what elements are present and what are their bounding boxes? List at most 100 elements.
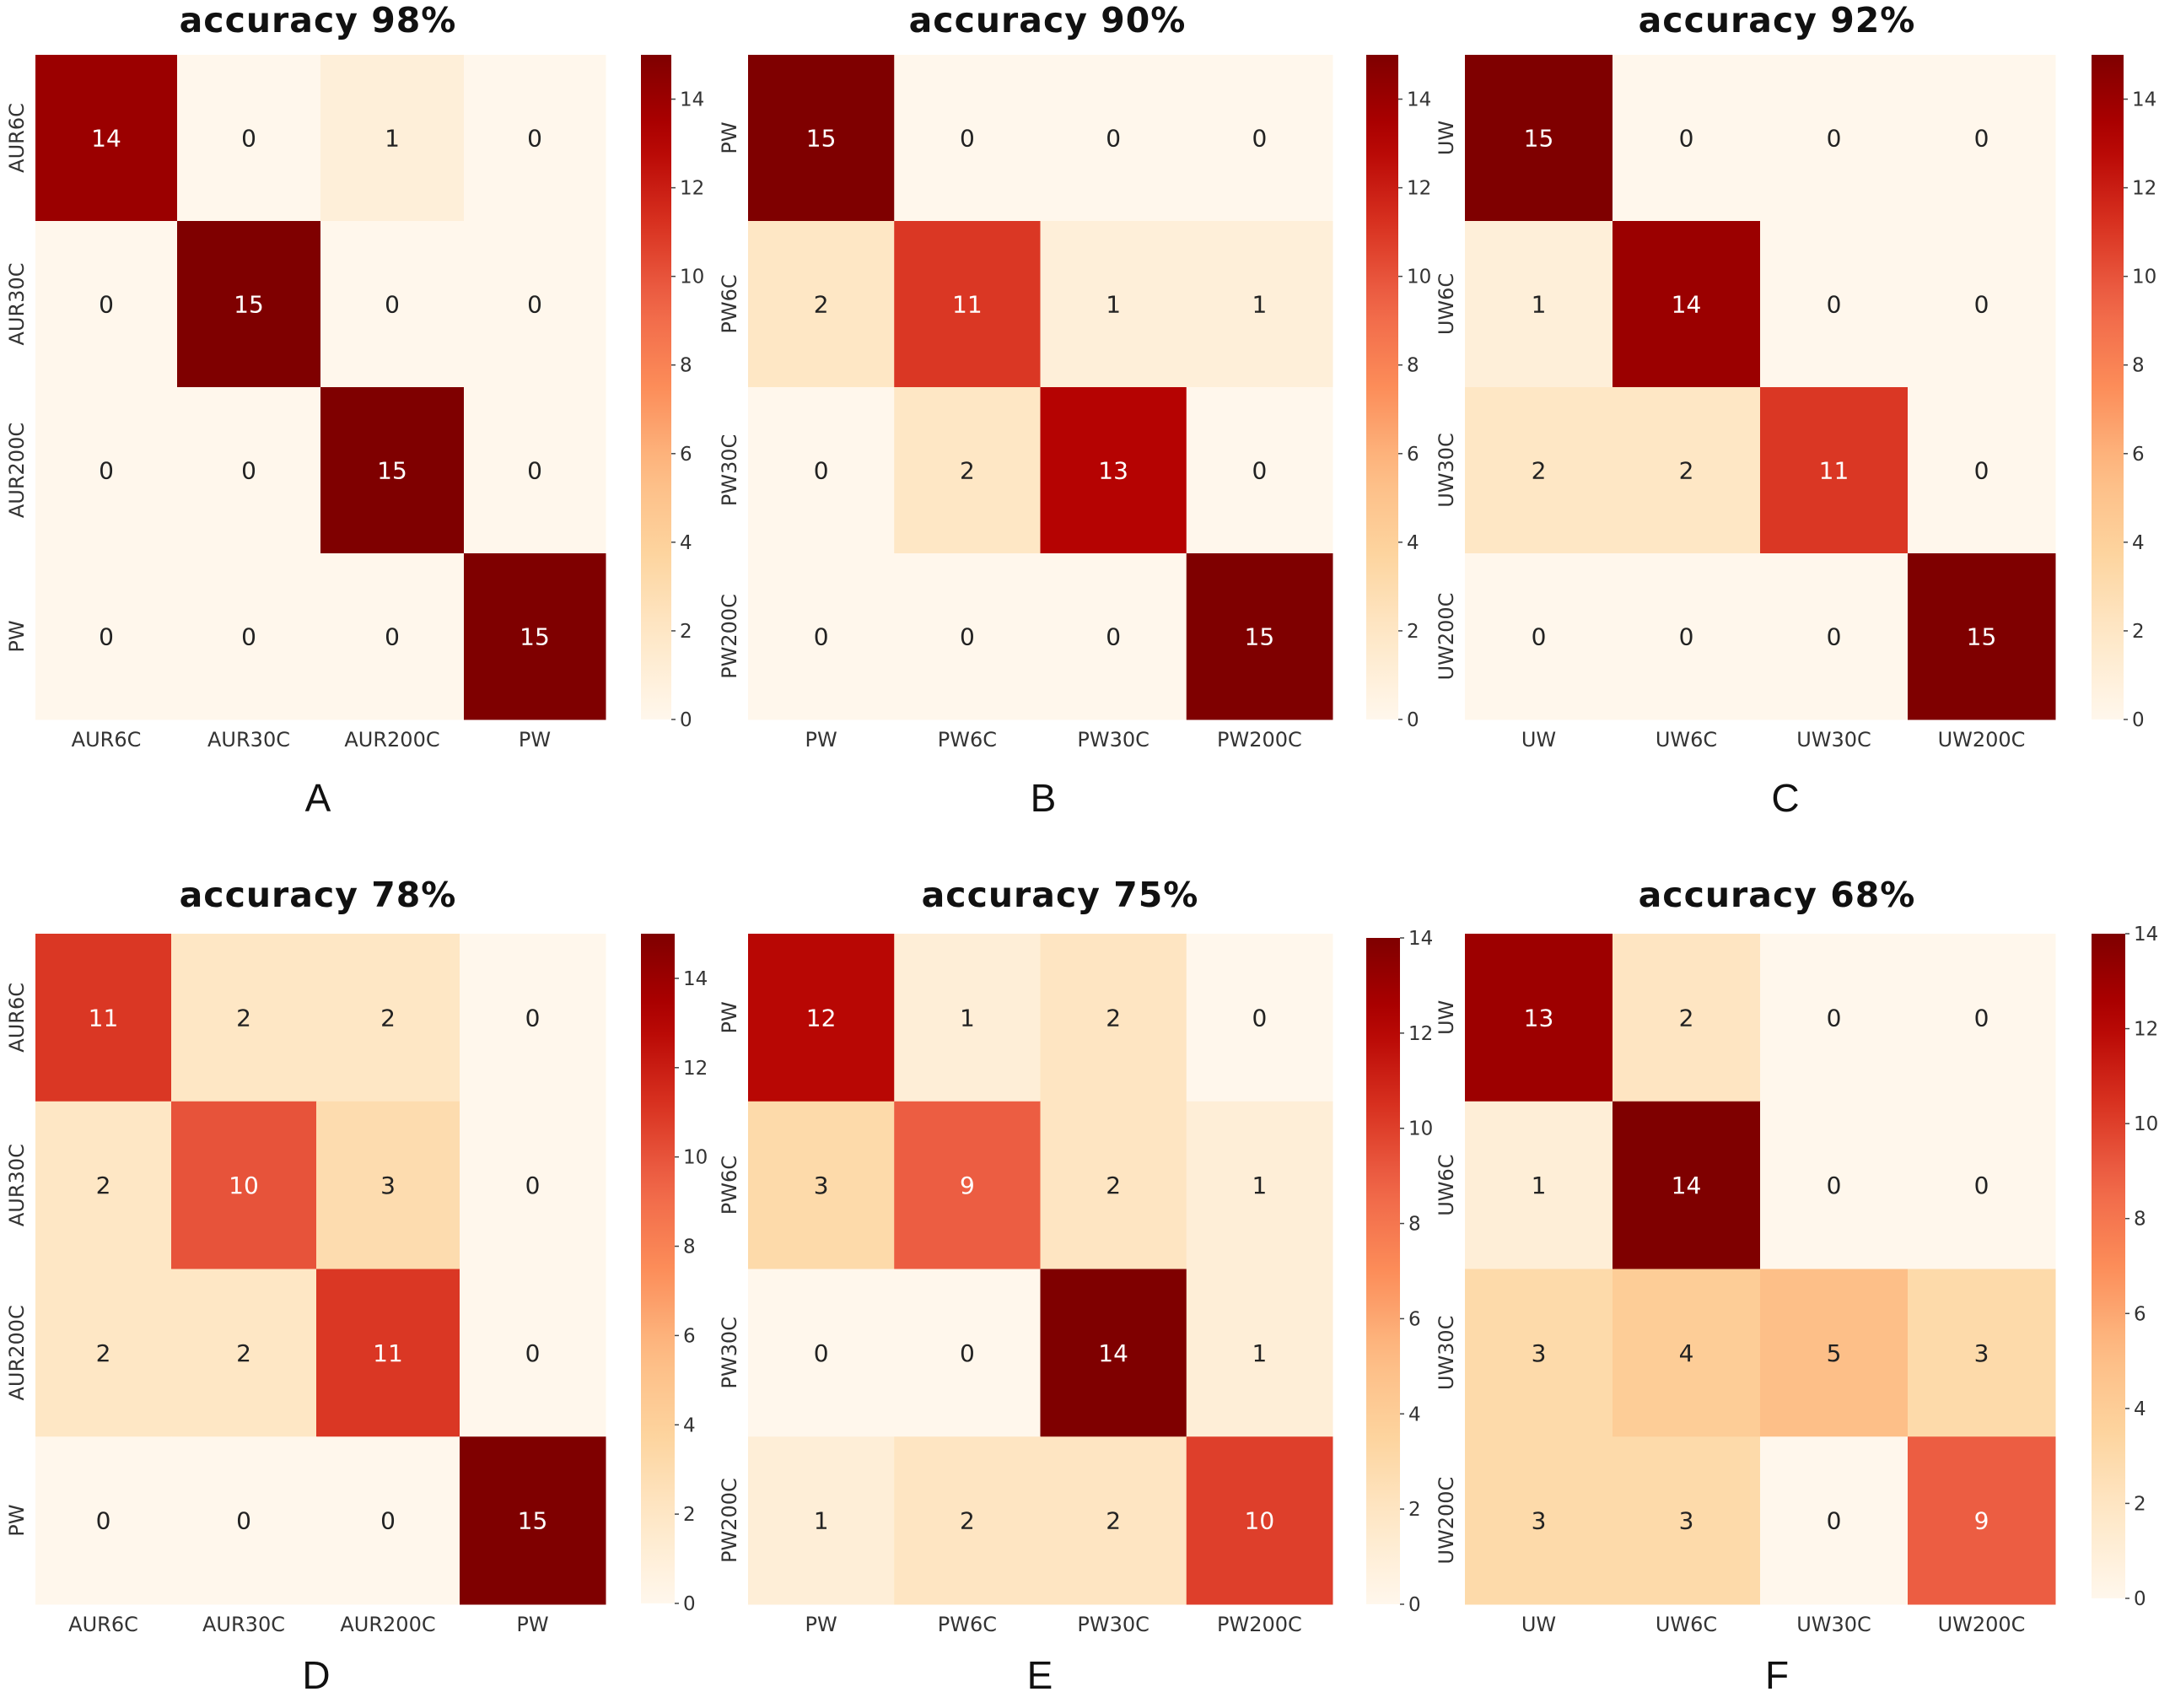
- cell-value-label: 3: [1532, 1507, 1547, 1535]
- cell-value-label: 14: [91, 125, 121, 153]
- x-tick-label: AUR30C: [202, 1613, 285, 1636]
- y-tick-label: PW: [5, 1505, 29, 1537]
- heatmap-cell: [1760, 221, 1909, 388]
- heatmap-cell: [1040, 55, 1187, 222]
- cell-value-label: 0: [99, 291, 114, 319]
- cell-value-label: 13: [1098, 457, 1128, 485]
- x-tick-label: AUR200C: [340, 1613, 435, 1636]
- colorbar-tick-label: 6: [2134, 1303, 2146, 1325]
- cell-value-label: 1: [1106, 291, 1121, 319]
- colorbar-tick-label: 14: [1407, 89, 1431, 111]
- heatmap-cell: [894, 934, 1041, 1102]
- cell-value-label: 2: [1106, 1507, 1121, 1535]
- y-tick-label: PW: [718, 1001, 741, 1033]
- cell-value-label: 2: [236, 1004, 251, 1032]
- heatmap-cell: [1613, 387, 1761, 554]
- y-tick-label: UW200C: [1435, 593, 1458, 681]
- cell-value-label: 11: [952, 291, 983, 319]
- cell-value-label: 1: [1532, 1172, 1547, 1199]
- panel-title: accuracy 75%: [922, 875, 1199, 915]
- heatmap-cell: [894, 1101, 1041, 1269]
- colorbar-tick-label: 0: [2132, 709, 2145, 731]
- cell-value-label: 0: [385, 623, 400, 651]
- cell-value-label: 1: [1252, 1172, 1267, 1199]
- y-tick-label: AUR200C: [5, 1305, 29, 1400]
- panel-letter: B: [1031, 776, 1057, 820]
- heatmap-cell: [1465, 1436, 1613, 1605]
- cell-value-label: 11: [373, 1339, 403, 1367]
- cell-value-label: 0: [1532, 623, 1547, 651]
- heatmap-cell: [177, 387, 321, 554]
- cell-value-label: 2: [96, 1339, 111, 1367]
- cell-value-label: 0: [241, 457, 256, 485]
- colorbar-tick-label: 0: [1407, 709, 1419, 731]
- heatmap-cell: [1908, 934, 2056, 1102]
- cell-value-label: 15: [1524, 125, 1554, 153]
- y-tick-label: UW30C: [1435, 433, 1458, 508]
- heatmap-cell: [1465, 221, 1613, 388]
- y-tick-label: UW: [1435, 121, 1458, 155]
- colorbar-tick-label: 12: [1407, 178, 1431, 200]
- cell-value-label: 0: [1679, 125, 1694, 153]
- x-tick-label: PW200C: [1217, 1613, 1302, 1636]
- heatmap-cell: [1465, 934, 1613, 1102]
- cell-value-label: 0: [1974, 1172, 1989, 1199]
- cell-value-label: 0: [525, 1004, 541, 1032]
- colorbar-tick-label: 8: [1407, 355, 1419, 377]
- heatmap-cell: [177, 55, 321, 222]
- x-tick-label: PW6C: [938, 1613, 997, 1636]
- heatmap-cell: [1186, 934, 1333, 1102]
- panel-title: accuracy 92%: [1639, 0, 1916, 40]
- cell-value-label: 4: [1679, 1339, 1694, 1367]
- heatmap-cell: [1465, 553, 1613, 720]
- heatmap-cell: [171, 934, 317, 1102]
- heatmap-cell: [464, 553, 606, 720]
- colorbar-tick-label: 2: [683, 1504, 696, 1526]
- x-tick-label: AUR30C: [207, 728, 290, 752]
- y-tick-label: PW200C: [718, 594, 741, 679]
- heatmap-cell: [35, 1436, 172, 1605]
- heatmap-cell: [1760, 1436, 1909, 1605]
- cell-value-label: 2: [1532, 457, 1547, 485]
- heatmap-cell: [35, 553, 178, 720]
- heatmap-cell: [1613, 1269, 1761, 1437]
- colorbar-tick-label: 10: [1408, 1118, 1433, 1140]
- cell-value-label: 2: [1106, 1004, 1121, 1032]
- colorbar-tick-label: 8: [680, 355, 692, 377]
- colorbar-tick-label: 0: [683, 1593, 696, 1615]
- cell-value-label: 2: [814, 291, 829, 319]
- cell-value-label: 1: [1532, 291, 1547, 319]
- colorbar-tick-label: 4: [1407, 532, 1419, 554]
- colorbar-tick-label: 10: [680, 267, 704, 288]
- heatmap-cell: [748, 221, 895, 388]
- heatmap-cell: [316, 1269, 460, 1437]
- colorbar-tick-label: 14: [2132, 89, 2156, 111]
- cell-value-label: 0: [241, 623, 256, 651]
- cell-value-label: 2: [1106, 1172, 1121, 1199]
- cell-value-label: 1: [814, 1507, 829, 1535]
- cell-value-label: 15: [1245, 623, 1275, 651]
- heatmap-cell: [460, 1436, 606, 1605]
- heatmap-cell: [894, 553, 1041, 720]
- colorbar-tick-label: 0: [680, 709, 692, 731]
- x-tick-label: PW6C: [938, 728, 997, 752]
- heatmap-cell: [320, 55, 465, 222]
- cell-value-label: 0: [385, 291, 400, 319]
- colorbar-tick-label: 8: [2132, 355, 2145, 377]
- heatmap-cell: [35, 387, 178, 554]
- x-tick-label: PW: [805, 728, 837, 752]
- heatmap-cell: [1186, 553, 1333, 720]
- cell-value-label: 0: [1827, 1172, 1842, 1199]
- colorbar-tick-label: 4: [680, 532, 692, 554]
- heatmap-cell: [464, 387, 606, 554]
- cell-value-label: 2: [236, 1339, 251, 1367]
- heatmap-cell: [1040, 387, 1187, 554]
- x-tick-label: UW: [1521, 728, 1556, 752]
- heatmap-cell: [316, 1101, 460, 1269]
- heatmap-cell: [1760, 55, 1909, 222]
- y-tick-label: AUR200C: [5, 423, 29, 518]
- heatmap-cell: [1465, 387, 1613, 554]
- cell-value-label: 10: [229, 1172, 259, 1199]
- cell-value-label: 15: [234, 291, 264, 319]
